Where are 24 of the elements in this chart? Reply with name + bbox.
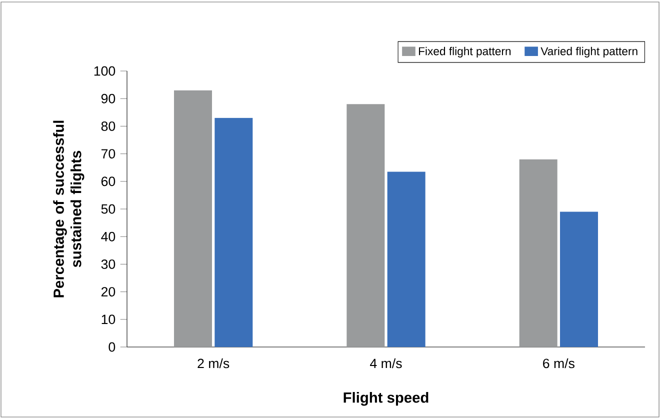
bar [519, 159, 558, 347]
legend-label: Varied flight pattern [540, 46, 638, 58]
x-tick-label: 2 m/s [198, 358, 230, 368]
y-tick-label: 80 [101, 121, 116, 131]
bar [346, 104, 385, 347]
legend-label: Fixed flight pattern [418, 46, 511, 58]
bar [214, 118, 253, 347]
y-tick-label: 60 [101, 176, 116, 186]
bar [387, 172, 426, 347]
x-axis-title: Flight speed [344, 392, 428, 406]
x-tick-label: 6 m/s [543, 358, 574, 368]
bar [560, 212, 598, 347]
x-tick-label: 4 m/s [370, 358, 402, 368]
y-axis-title: Percentage of successful sustained flights [53, 120, 84, 298]
y-tick-label: 50 [101, 204, 116, 214]
bar [174, 90, 212, 347]
y-tick-label: 40 [101, 232, 116, 242]
y-tick-label: 90 [101, 94, 116, 104]
y-tick-label: 30 [101, 259, 116, 269]
y-tick-label: 20 [101, 287, 116, 297]
y-tick-label: 70 [101, 149, 116, 159]
y-tick-label: 100 [94, 66, 116, 76]
y-tick-label: 10 [102, 314, 116, 324]
y-tick-label: 0 [108, 342, 116, 352]
